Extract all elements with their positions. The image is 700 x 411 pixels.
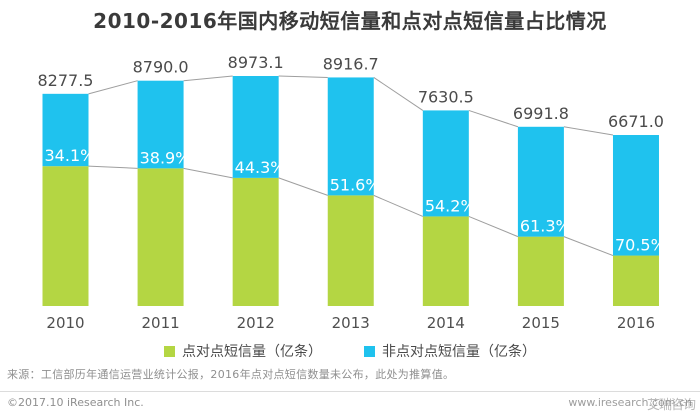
total-value-label-2013: 8916.7 (323, 54, 379, 73)
share-percent-label-2015: 61.3% (520, 217, 571, 236)
connector-line-top (278, 75, 328, 78)
total-value-label-2010: 8277.5 (38, 71, 94, 90)
bar-segment-p2p-2014 (422, 216, 469, 306)
x-axis-label-2015: 2015 (522, 314, 560, 332)
total-value-label-2016: 6671.0 (608, 112, 664, 131)
chart-legend: 点对点短信量（亿条） 非点对点短信量（亿条） (0, 341, 700, 361)
connector-line-top (468, 109, 519, 128)
x-axis-label-2010: 2010 (46, 314, 84, 332)
bar-segment-non-p2p-2016 (612, 135, 659, 256)
source-note: 来源：工信部历年通信运营业统计公报，2016年点对点短信数量未公布，此处为推算值… (7, 368, 455, 381)
share-percent-label-2011: 38.9% (140, 148, 191, 167)
bar-segment-non-p2p-2012 (232, 76, 279, 178)
connector-line-top (373, 77, 424, 111)
legend-label-p2p: 点对点短信量（亿条） (182, 344, 322, 360)
bar-segment-non-p2p-2014 (422, 110, 469, 217)
bar-segment-non-p2p-2015 (517, 126, 564, 237)
bar-segment-p2p-2015 (517, 236, 564, 306)
legend-label-non-p2p: 非点对点短信量（亿条） (382, 344, 536, 360)
total-value-label-2014: 7630.5 (418, 87, 474, 106)
share-percent-label-2014: 54.2% (425, 196, 476, 215)
bar-segment-non-p2p-2010 (42, 93, 89, 167)
share-percent-label-2016: 70.5% (615, 236, 666, 255)
bar-segment-non-p2p-2011 (137, 80, 184, 169)
connector-line-top (563, 126, 614, 136)
bar-segment-non-p2p-2013 (327, 77, 374, 196)
connector-line-boundary (373, 194, 424, 217)
bar-segment-p2p-2012 (232, 177, 279, 306)
footer-website: www.iresearch.com.cn 艾瑞咨询 (568, 396, 696, 411)
connector-line-boundary (468, 215, 519, 238)
bar-segment-p2p-2016 (612, 255, 659, 306)
chart-title: 2010-2016年国内移动短信量和点对点短信量占比情况 (93, 9, 607, 33)
bar-segment-p2p-2010 (42, 166, 89, 306)
total-value-label-2015: 6991.8 (513, 104, 569, 123)
total-value-label-2011: 8790.0 (133, 58, 189, 77)
legend-swatch-non-p2p-icon (364, 345, 375, 357)
footer-divider (0, 391, 700, 392)
share-percent-label-2013: 51.6% (330, 175, 381, 194)
x-axis-label-2016: 2016 (617, 314, 655, 332)
connector-line-boundary (563, 236, 614, 257)
copyright-text: ©2017.10 iResearch Inc. (7, 396, 144, 409)
share-percent-label-2010: 34.1% (45, 146, 96, 165)
x-axis-label-2012: 2012 (237, 314, 275, 332)
bar-segment-p2p-2011 (137, 168, 184, 306)
connector-line-top (183, 75, 233, 82)
connector-line-top (88, 80, 138, 95)
connector-line-boundary (88, 165, 138, 169)
connector-line-boundary (278, 177, 328, 196)
legend-swatch-p2p-icon (164, 345, 175, 357)
x-axis-label-2013: 2013 (332, 314, 370, 332)
iresearch-watermark: 艾瑞咨询 (646, 398, 696, 411)
legend-item-non-p2p: 非点对点短信量（亿条） (364, 341, 536, 361)
connector-line-boundary (183, 167, 233, 179)
bar-segment-p2p-2013 (327, 195, 374, 306)
website-url: www.iresearch.com.cn (568, 396, 692, 409)
stacked-bar-chart: 8277.5 34.1% 2010 8790.0 38.9% 2011 8973.1 44.3… (38, 53, 666, 332)
x-axis-label-2011: 2011 (141, 314, 179, 332)
share-percent-label-2012: 44.3% (235, 158, 286, 177)
total-value-label-2012: 8973.1 (228, 53, 284, 72)
x-axis-label-2014: 2014 (427, 314, 465, 332)
legend-item-p2p: 点对点短信量（亿条） (164, 341, 322, 361)
